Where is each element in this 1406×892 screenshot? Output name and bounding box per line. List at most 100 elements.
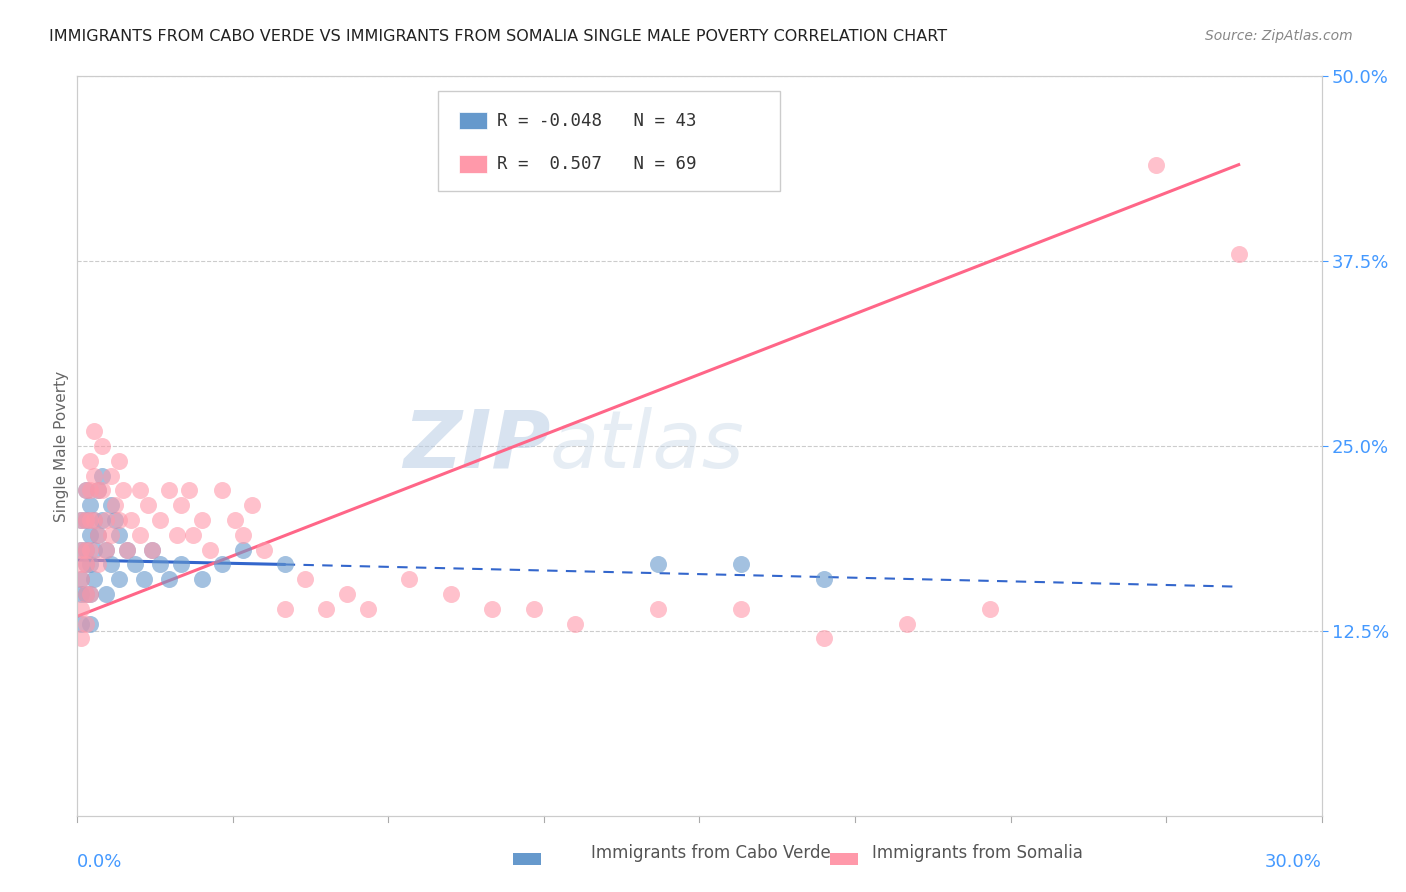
Point — [730, 602, 752, 616]
Point — [79, 454, 101, 468]
Point — [96, 513, 118, 527]
Point — [128, 528, 150, 542]
Point — [87, 483, 110, 498]
Point — [136, 498, 159, 512]
Point — [979, 602, 1001, 616]
Point — [523, 602, 546, 616]
Point — [100, 558, 122, 572]
Point — [357, 602, 380, 616]
Point — [104, 513, 127, 527]
Point — [70, 542, 93, 557]
Text: IMMIGRANTS FROM CABO VERDE VS IMMIGRANTS FROM SOMALIA SINGLE MALE POVERTY CORREL: IMMIGRANTS FROM CABO VERDE VS IMMIGRANTS… — [49, 29, 948, 44]
Point — [273, 558, 295, 572]
Point — [75, 587, 97, 601]
Point — [104, 498, 127, 512]
Point — [96, 542, 118, 557]
Point — [253, 542, 276, 557]
Point — [75, 513, 97, 527]
Point — [813, 632, 835, 646]
Point — [336, 587, 359, 601]
Point — [70, 513, 93, 527]
Point — [170, 498, 193, 512]
Text: ZIP: ZIP — [402, 407, 550, 485]
Point — [100, 468, 122, 483]
Point — [79, 513, 101, 527]
Point — [83, 513, 105, 527]
Point — [75, 558, 97, 572]
Point — [75, 587, 97, 601]
Point — [87, 483, 110, 498]
Point — [83, 513, 105, 527]
Text: 30.0%: 30.0% — [1265, 853, 1322, 871]
Text: Immigrants from Cabo Verde: Immigrants from Cabo Verde — [591, 844, 831, 862]
Point — [198, 542, 221, 557]
Text: Immigrants from Somalia: Immigrants from Somalia — [872, 844, 1083, 862]
Point — [107, 572, 129, 586]
Point — [75, 542, 97, 557]
Point — [70, 632, 93, 646]
Point — [107, 513, 129, 527]
Point — [107, 454, 129, 468]
Point — [1144, 158, 1167, 172]
Point — [79, 528, 101, 542]
Point — [157, 483, 180, 498]
Point — [141, 542, 163, 557]
Text: Source: ZipAtlas.com: Source: ZipAtlas.com — [1205, 29, 1353, 43]
Point — [87, 528, 110, 542]
Point — [439, 587, 461, 601]
Point — [398, 572, 420, 586]
Point — [100, 528, 122, 542]
Point — [70, 572, 93, 586]
Point — [211, 483, 233, 498]
Point — [83, 572, 105, 586]
FancyBboxPatch shape — [439, 91, 780, 191]
Point — [70, 616, 93, 631]
Point — [100, 498, 122, 512]
Point — [481, 602, 503, 616]
Point — [132, 572, 155, 586]
Point — [79, 587, 101, 601]
Point — [83, 424, 105, 438]
Point — [149, 558, 172, 572]
Point — [96, 542, 118, 557]
Point — [79, 616, 101, 631]
Point — [75, 542, 97, 557]
Point — [79, 483, 101, 498]
Text: R =  0.507   N = 69: R = 0.507 N = 69 — [496, 155, 696, 173]
Point — [166, 528, 188, 542]
Text: atlas: atlas — [550, 407, 745, 485]
Point — [240, 498, 263, 512]
Point — [91, 483, 114, 498]
Point — [211, 558, 233, 572]
Point — [111, 483, 134, 498]
Point — [149, 513, 172, 527]
Point — [91, 513, 114, 527]
Text: 0.0%: 0.0% — [77, 853, 122, 871]
Point — [232, 528, 254, 542]
Point — [141, 542, 163, 557]
Point — [75, 616, 97, 631]
Point — [96, 587, 118, 601]
Point — [83, 468, 105, 483]
Point — [128, 483, 150, 498]
Point — [179, 483, 201, 498]
Point — [79, 558, 101, 572]
Point — [294, 572, 316, 586]
Bar — [460, 155, 486, 173]
Point — [224, 513, 246, 527]
Point — [190, 513, 214, 527]
Text: R = -0.048   N = 43: R = -0.048 N = 43 — [496, 112, 696, 129]
Point — [70, 572, 93, 586]
Bar — [460, 112, 486, 129]
Point — [79, 542, 101, 557]
Point — [273, 602, 295, 616]
Point — [75, 483, 97, 498]
Point — [75, 558, 97, 572]
Point — [70, 602, 93, 616]
Point — [91, 439, 114, 453]
Point — [647, 558, 669, 572]
Point — [115, 542, 138, 557]
Point — [1227, 246, 1250, 260]
Point — [79, 587, 101, 601]
Point — [70, 542, 93, 557]
